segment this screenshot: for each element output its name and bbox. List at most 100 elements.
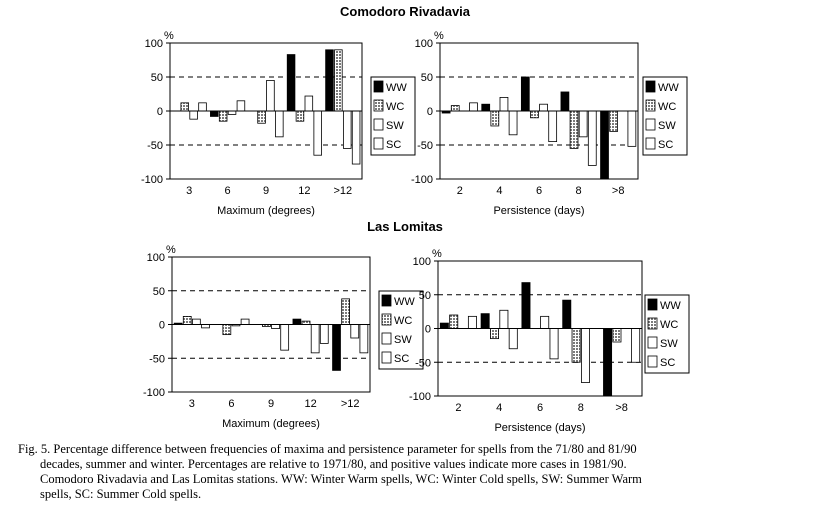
- bar-sc: [627, 110, 637, 147]
- bar-sw: [499, 97, 509, 112]
- percent-label: %: [166, 244, 176, 256]
- legend-swatch-wc: [373, 99, 384, 112]
- x-tick-label: 3: [186, 185, 192, 197]
- figure: Comodoro Rivadavia Las Lomitas 100 50 0 -50…: [141, 4, 690, 434]
- bar-sw: [499, 309, 509, 329]
- y-tick-label: 100: [145, 38, 163, 50]
- legend-swatch-ww: [645, 80, 656, 93]
- legend-label-sc: SC: [658, 139, 673, 151]
- bar-wc: [295, 110, 305, 122]
- legend: WW WC SW SC: [378, 290, 424, 370]
- bar-ww: [603, 328, 613, 397]
- bar-sc: [631, 328, 641, 363]
- legend-swatch-ww: [373, 80, 384, 93]
- x-tick-label: >8: [615, 402, 628, 414]
- y-tick-label: -50: [149, 353, 165, 365]
- y-tick-label: 0: [157, 106, 163, 118]
- y-tick-label: 100: [413, 256, 431, 268]
- bar-sc: [275, 110, 284, 138]
- bar-sc: [467, 315, 477, 329]
- bar-ww: [481, 103, 491, 112]
- x-tick-label: 3: [189, 398, 195, 410]
- legend-swatch-ww: [647, 298, 658, 311]
- bar-sc: [548, 110, 558, 143]
- legend-label-sw: SW: [660, 338, 678, 350]
- x-tick-label: >12: [341, 398, 360, 410]
- chart-panel: 100 50 0 -50 -100% 2 4 6 8 >8 Persistence (days) WW…: [411, 30, 688, 217]
- bar-sw: [191, 318, 201, 325]
- bar-ww: [210, 110, 219, 117]
- bar-ww: [480, 313, 490, 329]
- legend-label-sc: SC: [660, 357, 675, 369]
- bar-sc: [587, 110, 597, 166]
- bar-ww: [520, 76, 530, 112]
- x-axis-label: Persistence (days): [494, 422, 585, 434]
- x-tick-label: 6: [225, 185, 231, 197]
- bar-wc: [341, 298, 350, 325]
- figure-caption: Fig. 5. Percentage difference between fr…: [18, 442, 808, 502]
- legend-swatch-sw: [647, 336, 658, 349]
- bar-wc: [301, 320, 311, 325]
- bar-sc: [469, 102, 478, 112]
- bar-ww: [332, 324, 341, 371]
- bar-sw: [266, 80, 275, 112]
- bar-sw: [350, 324, 360, 339]
- bar-sc: [508, 328, 518, 350]
- legend-label-sw: SW: [386, 120, 404, 132]
- y-tick-label: 100: [415, 38, 433, 50]
- legend-swatch-sc: [381, 351, 392, 364]
- x-tick-label: 8: [578, 402, 584, 414]
- bar-sc: [201, 324, 210, 329]
- x-tick-label: 2: [455, 402, 461, 414]
- bar-sc: [549, 328, 559, 360]
- bar-ww: [286, 54, 296, 112]
- x-axis-label: Maximum (degrees): [217, 205, 315, 217]
- y-tick-label: -50: [415, 357, 431, 369]
- x-tick-label: 6: [537, 402, 543, 414]
- percent-label: %: [434, 30, 444, 42]
- x-axis-label: Persistence (days): [493, 205, 584, 217]
- legend-label-wc: WC: [658, 101, 676, 113]
- legend-swatch-sw: [373, 118, 384, 131]
- legend-label-ww: WW: [394, 296, 415, 308]
- bar-sw: [189, 110, 198, 120]
- bar-ww: [292, 318, 302, 325]
- chart-panel: 100 50 0 -50 -100% 3 6 9 12 >12 Maximum (degrees) W…: [143, 244, 424, 430]
- legend-label-wc: WC: [386, 101, 404, 113]
- legend-label-ww: WW: [660, 300, 681, 312]
- group-title-las-lomitas: Las Lomitas: [367, 219, 443, 234]
- chart-panels: 100 50 0 -50 -100% 3 6 9 12 >12 Maximum (degrees) W…: [141, 30, 690, 434]
- legend-label-ww: WW: [386, 82, 407, 94]
- bar-sc: [508, 110, 518, 136]
- legend-swatch-sw: [381, 332, 392, 345]
- caption-line: Comodoro Rivadavia and Las Lomitas stati…: [40, 472, 642, 486]
- legend-label-sc: SC: [386, 139, 401, 151]
- y-tick-label: 50: [419, 290, 431, 302]
- x-tick-label: 2: [457, 185, 463, 197]
- caption-line: decades, summer and winter. Percentages …: [40, 457, 627, 471]
- bar-sw: [540, 315, 550, 329]
- bar-sw: [310, 324, 320, 354]
- bar-wc: [334, 49, 343, 112]
- bar-wc: [222, 324, 232, 336]
- legend: WW WC SW SC: [370, 76, 416, 156]
- bar-sw: [227, 110, 237, 115]
- bar-sw: [342, 110, 352, 149]
- x-tick-label: 6: [536, 185, 542, 197]
- y-tick-label: 100: [147, 252, 165, 264]
- chart-panel: 100 50 0 -50 -100% 2 4 6 8 >8 Persistence (days) WW…: [409, 248, 690, 434]
- y-tick-label: -100: [141, 174, 163, 186]
- x-axis-label: Maximum (degrees): [222, 418, 320, 430]
- y-tick-label: 50: [153, 286, 165, 298]
- x-tick-label: 4: [496, 402, 502, 414]
- y-tick-label: -100: [411, 174, 433, 186]
- bar-wc: [609, 110, 618, 132]
- legend-label-sw: SW: [394, 334, 412, 346]
- x-tick-label: 9: [268, 398, 274, 410]
- percent-label: %: [432, 248, 442, 260]
- legend-label-ww: WW: [658, 82, 679, 94]
- bar-wc: [530, 110, 539, 119]
- bar-ww: [521, 282, 531, 329]
- bar-wc: [490, 328, 500, 340]
- x-tick-label: 9: [263, 185, 269, 197]
